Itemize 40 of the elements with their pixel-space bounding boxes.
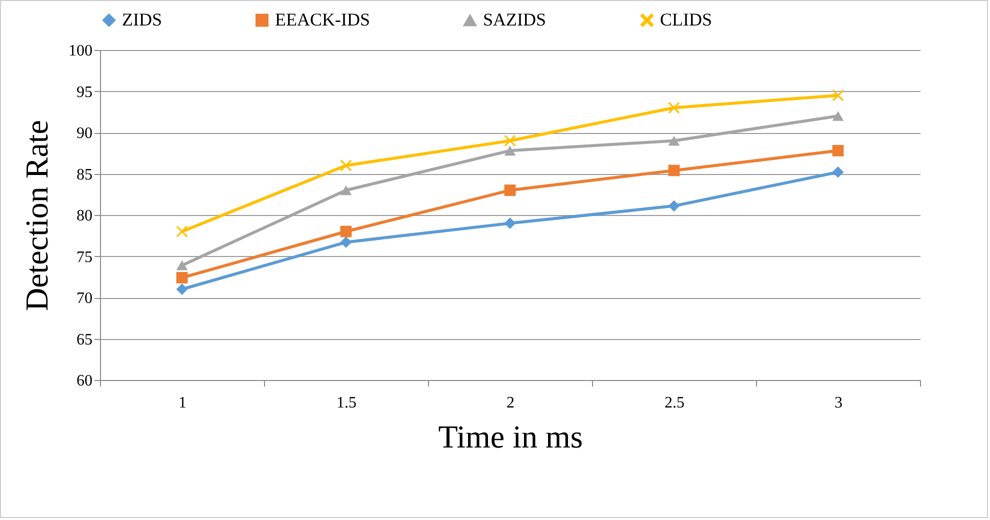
y-tick-label: 65	[76, 331, 92, 348]
y-tick-label: 85	[76, 166, 92, 184]
point	[340, 226, 352, 238]
point	[832, 111, 844, 121]
y-tick-label: 95	[76, 84, 92, 101]
x-axis-title: Time in ms	[438, 418, 583, 454]
point	[176, 260, 188, 270]
point	[340, 185, 352, 196]
point	[504, 146, 516, 156]
legend-label: ZIDS	[122, 9, 162, 30]
point	[340, 160, 352, 172]
x-tick-label: 1.5	[336, 394, 356, 412]
x-tick-label: 2	[506, 394, 514, 412]
y-tick-label: 75	[76, 248, 92, 266]
point	[832, 90, 844, 102]
x-tick-label: 2.5	[664, 394, 684, 412]
point	[340, 236, 352, 248]
point	[668, 102, 680, 114]
y-tick-label: 60	[76, 372, 92, 390]
y-tick-label: 100	[68, 42, 92, 60]
y-axis-title: Detection Rate	[18, 120, 54, 312]
point	[504, 135, 516, 146]
point	[832, 166, 844, 178]
x-tick-label: 3	[834, 394, 842, 412]
y-tick-label: 70	[76, 290, 92, 307]
point	[504, 218, 516, 229]
point	[176, 284, 188, 295]
legend-label: EEACK-IDS	[275, 9, 370, 30]
point	[176, 272, 188, 284]
point	[668, 164, 680, 176]
legend-label: SAZIDS	[483, 10, 546, 30]
y-tick-label: 90	[76, 125, 92, 142]
y-tick-label: 80	[76, 208, 92, 224]
point	[176, 226, 188, 238]
point	[668, 136, 680, 146]
legend-label: CLIDS	[660, 9, 712, 30]
point	[504, 184, 516, 196]
x-tick-label: 1	[178, 394, 186, 412]
point	[832, 144, 844, 156]
point	[668, 200, 680, 212]
